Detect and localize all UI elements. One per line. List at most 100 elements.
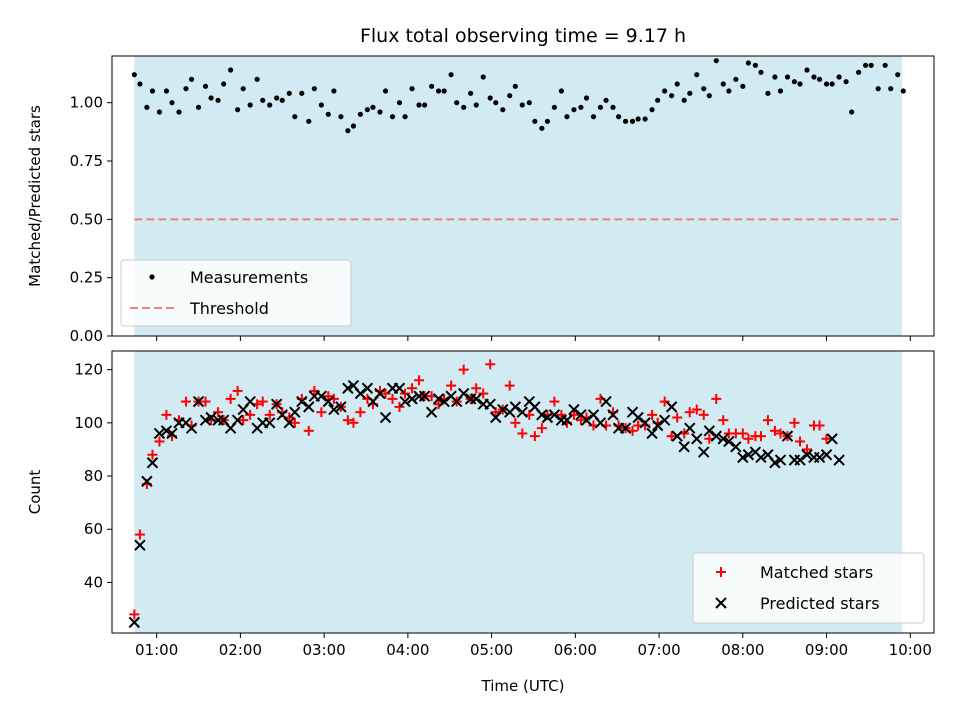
measurement-point (849, 109, 855, 115)
measurement-point (409, 86, 415, 92)
measurement-point (228, 67, 234, 73)
legend-measurements-marker (149, 274, 155, 280)
measurement-point (687, 90, 693, 96)
matched-star-point (200, 396, 211, 407)
measurement-point (188, 76, 195, 82)
bottom-legend: Matched stars Predicted stars (692, 552, 925, 624)
measurement-point (325, 111, 331, 117)
matched-star-point (684, 407, 695, 418)
bottom-y-tick-label: 60 (84, 520, 103, 538)
matched-star-point (400, 388, 411, 399)
measurement-point (331, 88, 337, 94)
predicted-star-point (580, 414, 593, 426)
measurement-point (137, 81, 143, 87)
bottom-panel: 40 60 80 100 120 01:00 02:00 03:00 04:00 05:00 06… (26, 350, 935, 695)
top-y-axis-label: Matched/Predicted stars (26, 105, 44, 287)
matched-star-point (225, 393, 236, 404)
measurement-point (195, 104, 202, 110)
measurement-point (169, 100, 175, 106)
bottom-y-tick-label: 120 (74, 361, 103, 379)
matched-star-point (769, 425, 780, 436)
matched-star-point (180, 396, 191, 407)
predicted-star-point (231, 414, 244, 426)
top-y-ticks: 0.00 0.25 0.50 0.75 1.00 (70, 94, 112, 345)
predicted-star-point (270, 398, 283, 410)
measurement-point (745, 60, 751, 66)
measurement-point (642, 116, 648, 122)
measurement-point (669, 93, 675, 99)
predicted-stars-points (128, 379, 845, 629)
predicted-star-point (361, 382, 374, 394)
legend-matched-marker (716, 567, 726, 577)
measurement-point (279, 97, 285, 103)
predicted-star-point (820, 449, 833, 461)
measurement-point (772, 74, 778, 80)
predicted-star-point (263, 417, 276, 429)
predicted-star-point (303, 401, 315, 413)
measurement-point (428, 83, 435, 89)
matched-star-point (303, 425, 314, 436)
predicted-star-point (801, 449, 813, 461)
measurement-point (720, 81, 726, 87)
matched-star-point (485, 359, 496, 370)
matched-star-point (821, 433, 832, 444)
matched-star-point (264, 409, 275, 420)
measurement-point (274, 95, 280, 101)
predicted-star-point (568, 403, 580, 416)
matched-star-point (394, 401, 405, 412)
bottom-legend-box (692, 552, 925, 624)
predicted-star-point (199, 414, 212, 426)
measurement-point (468, 90, 474, 96)
matched-star-point (698, 409, 709, 420)
matched-star-point (510, 417, 521, 428)
x-tick-label: 08:00 (721, 641, 764, 659)
predicted-star-point (723, 435, 735, 448)
measurement-point (843, 79, 849, 85)
chart-title: Flux total observing time = 9.17 h (360, 25, 686, 47)
measurement-point (221, 81, 227, 87)
top-y-tick-label: 0.25 (70, 269, 103, 287)
matched-star-point (575, 415, 586, 426)
predicted-star-point (354, 387, 367, 400)
predicted-star-point (794, 454, 806, 466)
predicted-star-point (671, 430, 683, 442)
top-y-tick-label: 0.50 (70, 210, 103, 228)
predicted-star-point (322, 395, 335, 408)
top-y-tick-label: 1.00 (70, 94, 103, 112)
predicted-star-point (425, 406, 438, 418)
predicted-star-point (561, 414, 573, 426)
legend-matched-label: Matched stars (760, 563, 873, 582)
measurement-point (318, 102, 324, 108)
measurement-point (856, 69, 862, 75)
predicted-star-point (684, 422, 696, 434)
measurement-point (900, 88, 906, 94)
measurement-point (292, 114, 298, 120)
predicted-star-point (128, 616, 141, 629)
predicted-star-point (283, 417, 295, 429)
measurement-point (461, 104, 467, 110)
predicted-star-point (639, 417, 651, 429)
matched-star-point (529, 431, 540, 442)
measurement-point (183, 86, 189, 92)
measurement-point (396, 100, 403, 106)
measurement-point (345, 128, 351, 134)
top-legend-box (120, 259, 352, 327)
matched-star-point (478, 388, 489, 399)
measurement-point (247, 102, 253, 108)
predicted-star-point (769, 457, 781, 469)
measurement-point (389, 114, 396, 120)
measurement-point (635, 116, 641, 122)
measurement-point (254, 76, 260, 82)
measurement-point (564, 114, 570, 120)
measurement-point (597, 104, 604, 110)
measurement-point (448, 72, 454, 78)
top-measurement-points (131, 58, 906, 134)
measurement-point (674, 81, 680, 87)
measurement-point (551, 104, 558, 110)
matched-star-point (568, 409, 579, 420)
matched-star-point (446, 380, 457, 391)
measurement-point (784, 74, 791, 80)
matched-star-point (711, 393, 722, 404)
measurement-point (454, 100, 460, 106)
measurement-point (726, 88, 732, 94)
